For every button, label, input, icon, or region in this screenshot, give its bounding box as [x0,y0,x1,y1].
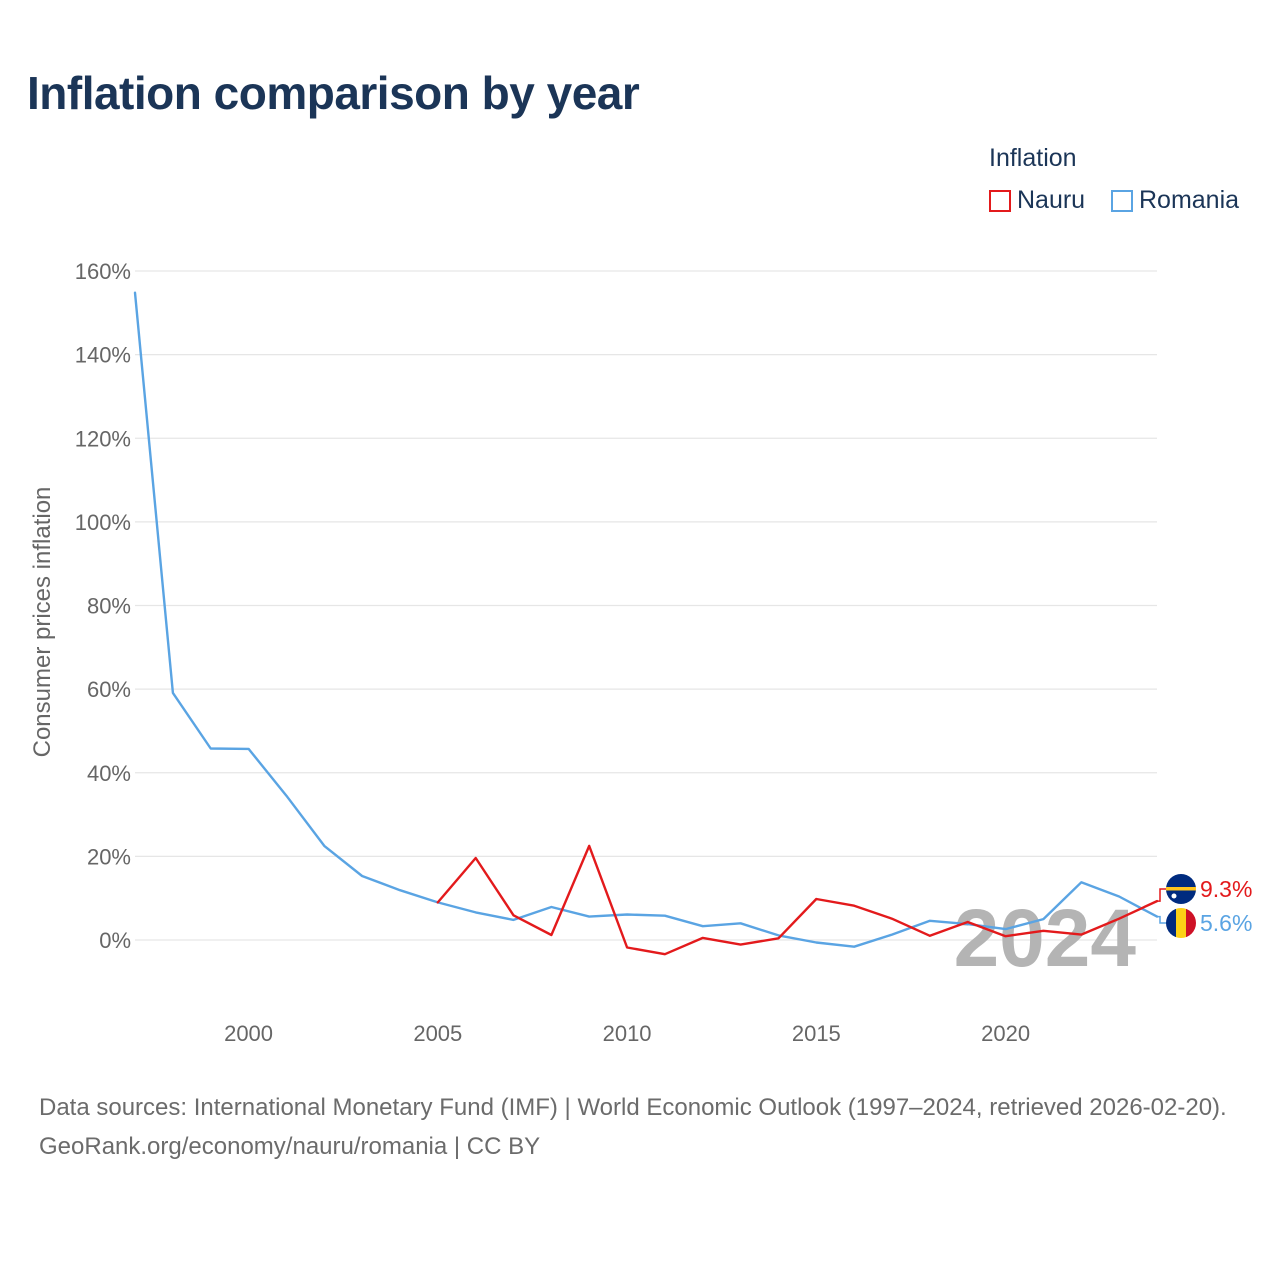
y-tick-label: 140% [75,343,131,368]
y-tick-label: 60% [87,677,131,702]
year-annotation: 2024 [954,893,1137,984]
y-tick-label: 160% [75,259,131,284]
x-tick-label: 2005 [413,1021,462,1046]
romania-flag-red [1186,908,1196,938]
nauru-flag-icon [1166,874,1196,904]
x-tick-label: 2020 [981,1021,1030,1046]
y-axis-title: Consumer prices inflation [29,487,56,758]
x-tick-label: 2010 [603,1021,652,1046]
y-tick-label: 0% [99,928,131,953]
legend-swatch-nauru [989,189,1011,212]
chart-title: Inflation comparison by year [27,67,640,119]
legend-item-romania[interactable]: Romania [1111,186,1239,215]
legend-label-romania: Romania [1139,186,1240,214]
end-label-romania: 5.6% [1200,910,1252,936]
legend-swatch-romania [1111,189,1133,212]
legend-title: Inflation [989,144,1077,172]
end-labels: 9.3% 5.6% [1157,874,1252,938]
x-axis-ticks: 2000 2005 2010 2015 2020 [224,1021,1030,1046]
x-tick-label: 2000 [224,1021,273,1046]
nauru-flag-star [1171,893,1177,899]
y-tick-label: 80% [87,594,131,619]
footer: Data sources: International Monetary Fun… [39,1088,1249,1166]
gridlines [135,270,1157,941]
y-tick-label: 20% [87,844,131,869]
y-tick-label: 100% [75,510,131,535]
legend-label-nauru: Nauru [1017,186,1086,214]
nauru-flag-stripe [1166,887,1196,891]
romania-flag-yellow [1176,908,1186,938]
data-source-text: Data sources: International Monetary Fun… [39,1094,1227,1121]
y-axis-ticks: 160% 140% 120% 100% 80% 60% 40% 20% 0% [75,259,131,953]
series-lines [133,291,1159,956]
x-tick-label: 2015 [792,1021,841,1046]
romania-flag-blue [1166,908,1176,938]
romania-flag-icon [1166,908,1196,938]
attribution-text: GeoRank.org/economy/nauru/romania | CC B… [39,1133,541,1160]
y-tick-label: 40% [87,761,131,786]
end-label-nauru: 9.3% [1200,876,1252,902]
legend-item-nauru[interactable]: Nauru [989,186,1085,215]
end-connector-nauru [1157,888,1167,902]
y-tick-label: 120% [75,426,131,451]
series-line-romania [133,291,1159,948]
end-connector-romania [1157,915,1167,924]
series-line-nauru [436,844,1159,956]
